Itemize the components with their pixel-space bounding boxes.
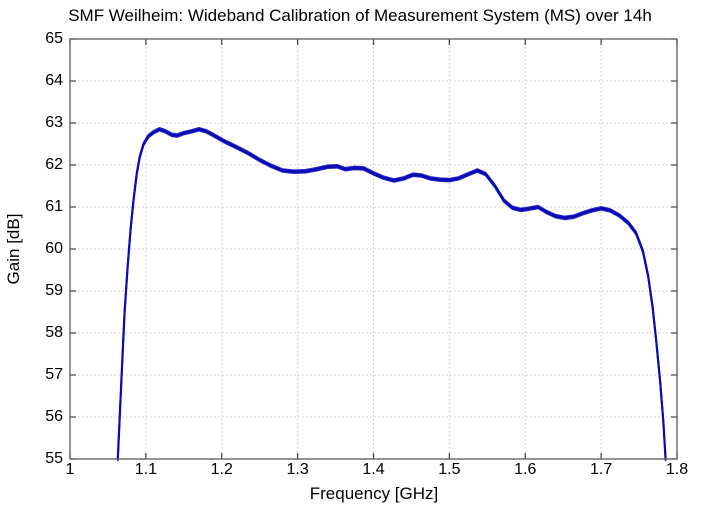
x-tick-label-1.2: 1.2 (210, 461, 233, 478)
y-tick-label-56: 56 (45, 408, 63, 425)
x-tick-label-1.4: 1.4 (362, 461, 385, 478)
y-tick-label-64: 64 (45, 72, 63, 89)
x-tick-label-1.6: 1.6 (514, 461, 537, 478)
gridlines (70, 39, 677, 459)
y-tick-label-65: 65 (45, 30, 63, 47)
x-tick-label-1.1: 1.1 (134, 461, 157, 478)
y-tick-label-62: 62 (45, 156, 63, 173)
y-tick-label-61: 61 (45, 198, 63, 215)
y-tick-label-58: 58 (45, 324, 63, 341)
x-tick-label-1: 1 (65, 461, 75, 478)
y-tick-label-63: 63 (45, 114, 63, 131)
chart-title: SMF Weilheim: Wideband Calibration of Me… (68, 6, 652, 25)
y-tick-label-55: 55 (45, 450, 63, 467)
y-tick-label-57: 57 (45, 366, 63, 383)
y-tick-label-60: 60 (45, 240, 63, 257)
x-tick-label-1.8: 1.8 (665, 461, 689, 478)
x-axis-label: Frequency [GHz] (309, 484, 439, 503)
x-tick-label-1.5: 1.5 (438, 461, 461, 478)
x-tick-label-1.3: 1.3 (286, 461, 309, 478)
y-tick-label-59: 59 (45, 282, 63, 299)
x-tick-label-1.7: 1.7 (590, 461, 613, 478)
gain-curve (116, 127, 667, 462)
plot-frame (69, 38, 678, 460)
